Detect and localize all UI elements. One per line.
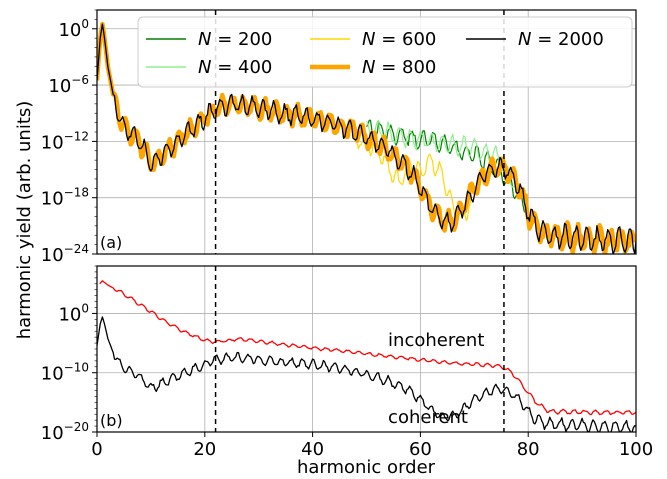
panel-b-xticks: 0 20 40 60 80 100 bbox=[91, 432, 653, 460]
panel-b: 100 10−10 10−20 0 20 40 60 80 100 (b) incoheren… bbox=[41, 265, 653, 460]
legend: N = 200 N = 400 N = 600 N = 800 N = 2000 bbox=[137, 16, 633, 88]
legend-label-n600: N = 600 bbox=[362, 29, 436, 50]
annotation-coherent: coherent bbox=[388, 407, 468, 428]
y-tick-label: 10−20 bbox=[41, 420, 89, 444]
y-tick-label: 100 bbox=[58, 17, 89, 41]
x-tick-label: 100 bbox=[619, 439, 653, 460]
series-coherent bbox=[97, 316, 636, 432]
panel-a: 100 10−6 10−12 10−18 10−24 (a) N = 200 N = 4… bbox=[41, 9, 637, 266]
y-tick-label: 10−10 bbox=[41, 361, 89, 385]
legend-label-n400: N = 400 bbox=[198, 57, 272, 78]
x-tick-label: 80 bbox=[517, 439, 540, 460]
annotation-incoherent: incoherent bbox=[388, 330, 484, 351]
panel-b-curves bbox=[97, 280, 636, 432]
panel-a-curves bbox=[97, 21, 636, 254]
x-tick-label: 0 bbox=[91, 439, 102, 460]
y-axis-label: harmonic yield (arb. units) bbox=[14, 101, 35, 340]
legend-box bbox=[137, 16, 633, 88]
panel-a-label: (a) bbox=[100, 233, 122, 252]
y-tick-label: 10−24 bbox=[41, 242, 89, 266]
series-incoherent bbox=[99, 280, 636, 416]
panel-b-frame bbox=[96, 265, 637, 433]
x-tick-label: 20 bbox=[193, 439, 216, 460]
legend-label-n200: N = 200 bbox=[198, 29, 272, 50]
panel-a-yticks: 100 10−6 10−12 10−18 10−24 bbox=[41, 9, 97, 266]
y-tick-label: 10−6 bbox=[48, 73, 89, 97]
panel-b-yticks: 100 10−10 10−20 bbox=[41, 265, 97, 444]
panel-b-vlines bbox=[214, 266, 505, 432]
series-n-2000 bbox=[97, 23, 636, 254]
panel-b-grid bbox=[96, 266, 637, 433]
x-tick-label: 60 bbox=[409, 439, 432, 460]
y-tick-label: 10−12 bbox=[41, 129, 89, 153]
x-tick-label: 40 bbox=[301, 439, 324, 460]
y-tick-label: 10−18 bbox=[41, 186, 89, 210]
series-n-200 bbox=[366, 119, 529, 214]
y-tick-label: 100 bbox=[58, 301, 89, 325]
panel-b-label: (b) bbox=[100, 411, 123, 430]
legend-label-n800: N = 800 bbox=[362, 57, 436, 78]
legend-label-n2000: N = 2000 bbox=[518, 29, 604, 50]
x-axis-label: harmonic order bbox=[297, 457, 436, 478]
